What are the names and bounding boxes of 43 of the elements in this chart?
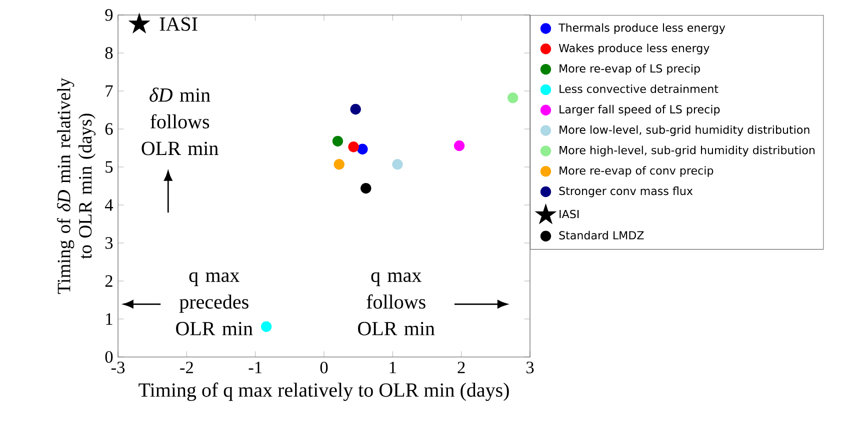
x-tick-label: 1 bbox=[390, 362, 396, 374]
legend-label: Less convective detrainment bbox=[560, 84, 718, 94]
annotation: IASI bbox=[160, 17, 198, 31]
point bbox=[392, 159, 403, 170]
x-axis-title: Timing of q max relatively to OLR min (days) bbox=[138, 382, 509, 401]
y-tick-label: 7 bbox=[106, 85, 113, 97]
x-tick-label: 0 bbox=[320, 362, 328, 374]
point bbox=[332, 136, 344, 146]
legend-label: More re-evap of conv precip bbox=[560, 166, 714, 177]
y-tick-label: 4 bbox=[104, 199, 114, 211]
legend-label: IASI bbox=[560, 210, 579, 218]
point bbox=[350, 104, 361, 115]
legend-label: Standard LMDZ bbox=[559, 230, 644, 240]
annotation: δD min follows OLR min bbox=[142, 88, 218, 156]
point bbox=[260, 321, 272, 332]
y-tick-label: 6 bbox=[105, 123, 113, 135]
point bbox=[357, 144, 368, 154]
y-tick-label: 8 bbox=[105, 47, 113, 59]
point bbox=[334, 159, 344, 170]
x-tick-label: 2 bbox=[458, 362, 465, 374]
point bbox=[508, 92, 518, 104]
y-tick-label: 2 bbox=[105, 275, 112, 287]
legend-label: Wakes produce less energy bbox=[558, 44, 710, 54]
legend-label: Larger fall speed of LS precip bbox=[560, 104, 720, 116]
point bbox=[454, 140, 465, 152]
point bbox=[348, 142, 359, 152]
legend-label: Thermals produce less energy bbox=[558, 23, 726, 34]
legend-label: More low-level, sub-grid humidity distribution bbox=[560, 125, 810, 136]
y-tick-label: 0 bbox=[105, 351, 113, 363]
legend-label: Stronger conv mass flux bbox=[559, 186, 693, 198]
x-tick-label: -1 bbox=[248, 362, 262, 374]
annotation: q max precedes OLR min bbox=[176, 272, 253, 336]
annotation: q max follows OLR min bbox=[358, 272, 435, 336]
x-tick-label: -2 bbox=[180, 362, 193, 374]
y-tick-label: 5 bbox=[106, 161, 113, 173]
x-tick-label: 3 bbox=[526, 362, 534, 374]
y-tick-label: 3 bbox=[105, 237, 113, 249]
y-tick-label: 1 bbox=[106, 313, 112, 325]
y-tick-label: 9 bbox=[105, 9, 113, 21]
legend-label: More high-level, sub-grid humidity distribution bbox=[560, 146, 815, 156]
legend-label: More re-evap of LS precip bbox=[560, 64, 700, 75]
point bbox=[360, 182, 372, 194]
x-tick-label: -3 bbox=[111, 362, 125, 374]
